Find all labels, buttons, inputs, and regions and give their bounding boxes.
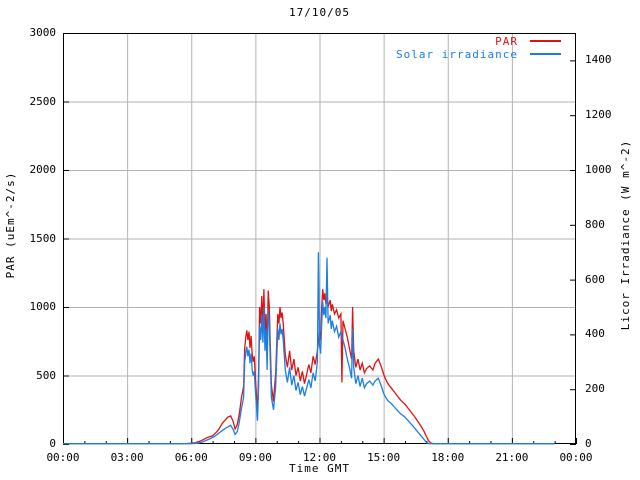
series-line-par <box>63 289 555 445</box>
y-right-tick-label: 600 <box>585 272 605 286</box>
x-tick-label: 12:00 <box>302 451 337 464</box>
y-right-tick-label: 800 <box>585 217 605 231</box>
y-left-tick-label: 3000 <box>29 26 57 39</box>
solar-line-sample <box>530 53 561 55</box>
y-left-tick-label: 1000 <box>29 300 57 313</box>
y-right-tick-label: 1200 <box>585 108 612 122</box>
y-right-tick-label: 1400 <box>585 53 612 67</box>
y-left-tick-label: 500 <box>36 368 56 382</box>
legend-label-par: PAR <box>495 34 518 48</box>
series-line-solar-irradiance <box>63 252 555 445</box>
x-tick-label: 09:00 <box>238 451 272 464</box>
x-tick-label: 18:00 <box>431 451 465 464</box>
legend-label-solar: Solar irradiance <box>396 47 518 61</box>
y-left-tick-label: 2500 <box>29 94 57 108</box>
legend-item-par: PAR <box>495 34 561 48</box>
x-tick-label: 21:00 <box>495 451 529 464</box>
legend-item-solar: Solar irradiance <box>396 47 561 61</box>
y-right-tick-label: 1000 <box>585 163 612 176</box>
legend: PAR Solar irradiance <box>396 34 561 61</box>
y-right-tick-label: 400 <box>585 327 605 341</box>
x-axis-label: Time GMT <box>289 462 350 475</box>
chart-title: 17/10/05 <box>289 6 350 19</box>
par-line-sample <box>530 40 561 42</box>
y-right-tick-label: 200 <box>585 382 605 396</box>
x-tick-label: 15:00 <box>367 451 401 464</box>
x-tick-label: 00:00 <box>46 451 80 464</box>
x-tick-label: 06:00 <box>174 451 208 464</box>
y-left-tick-label: 0 <box>49 437 56 450</box>
y-right-tick-label: 0 <box>585 437 592 450</box>
y-left-tick-label: 1500 <box>29 231 57 245</box>
x-tick-label: 00:00 <box>559 451 593 464</box>
x-tick-label: 03:00 <box>110 451 144 464</box>
y-left-tick-label: 2000 <box>29 163 57 176</box>
